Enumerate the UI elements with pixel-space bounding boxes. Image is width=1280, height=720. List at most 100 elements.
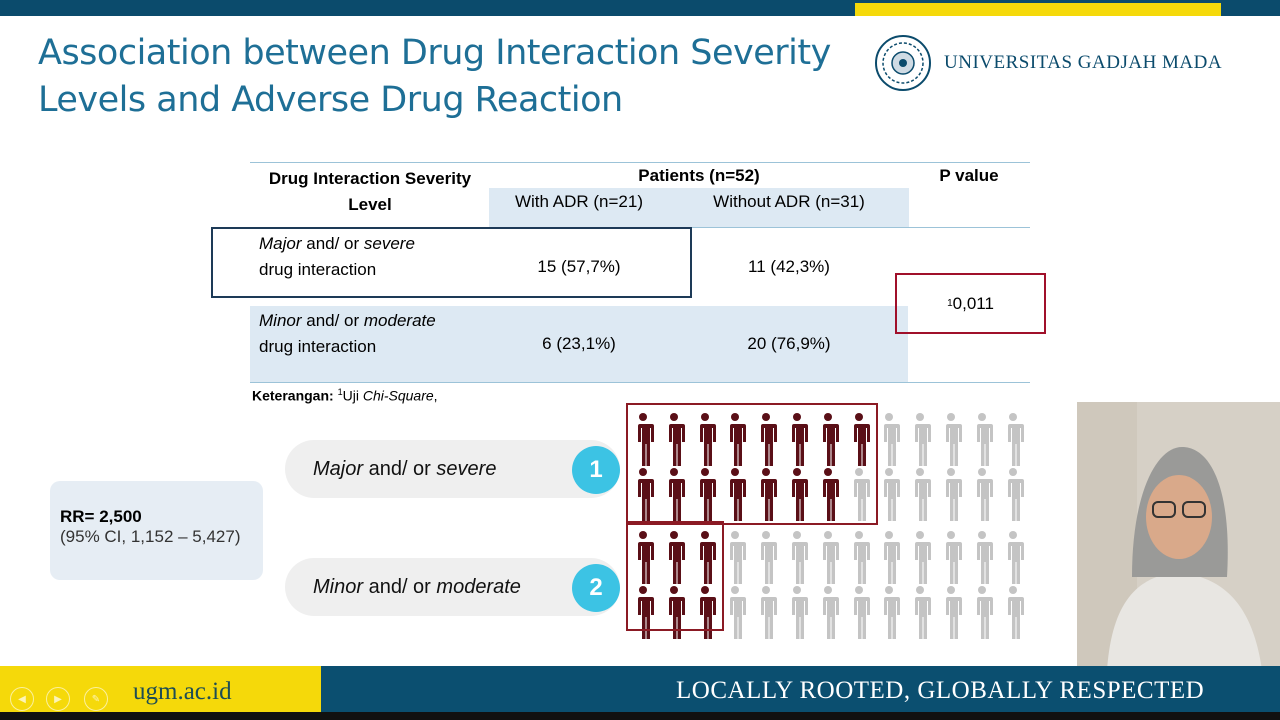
university-name: UNIVERSITAS GADJAH MADA: [944, 52, 1223, 73]
person-without-adr-icon: [818, 531, 839, 584]
number-badge-1: 1: [572, 446, 620, 494]
person-without-adr-icon: [972, 413, 993, 466]
person-with-adr-icon: [726, 468, 747, 521]
person-with-adr-icon: [818, 468, 839, 521]
person-with-adr-icon: [664, 531, 685, 584]
person-with-adr-icon: [695, 531, 716, 584]
person-without-adr-icon: [1003, 586, 1024, 639]
person-without-adr-icon: [880, 531, 901, 584]
title-line-2: Levels and Adverse Drug Reaction: [38, 80, 623, 120]
person-without-adr-icon: [942, 586, 962, 639]
highlight-box-major: [211, 227, 692, 298]
person-with-adr-icon: [634, 586, 654, 639]
relative-risk-box: RR= 2,500 (95% CI, 1,152 – 5,427): [50, 481, 263, 580]
note-sup: 1: [337, 387, 343, 397]
cell-major-with-adr: 15 (57,7%): [537, 257, 621, 276]
person-without-adr-icon: [1003, 413, 1024, 466]
person-without-adr-icon: [1003, 468, 1024, 521]
person-with-adr-icon: [664, 468, 685, 521]
person-with-adr-icon: [634, 531, 654, 584]
pen-tool-icon[interactable]: ✎: [84, 687, 108, 711]
footer-navy: [321, 666, 1280, 720]
with-adr-frame: [626, 521, 725, 631]
slide-title: Association between Drug Interaction Sev…: [38, 30, 831, 124]
person-without-adr-icon: [726, 586, 747, 639]
person-with-adr-icon: [788, 468, 808, 521]
col-header-pvalue: P value: [939, 166, 999, 185]
person-with-adr-icon: [664, 413, 685, 466]
person-with-adr-icon: [757, 468, 778, 521]
footer-motto: LOCALLY ROOTED, GLOBALLY RESPECTED: [676, 677, 1205, 704]
person-without-adr-icon: [849, 586, 870, 639]
pvalue-cell: 1 0,011: [895, 273, 1046, 334]
rr-value: RR= 2,500: [60, 507, 142, 526]
subheader-bg: [489, 188, 909, 227]
person-with-adr-icon: [726, 413, 747, 466]
person-without-adr-icon: [942, 413, 962, 466]
rr-ci: (95% CI, 1,152 – 5,427): [60, 527, 241, 546]
col-header-with-adr: With ADR (n=21): [514, 192, 643, 211]
person-without-adr-icon: [880, 468, 901, 521]
cell-minor-with-adr: 6 (23,1%): [542, 334, 616, 353]
label-italic: Minor: [313, 575, 364, 598]
pvalue-footnote-mark: 1: [947, 298, 953, 309]
note-text: Uji: [342, 387, 363, 404]
next-slide-icon[interactable]: ▶: [46, 687, 70, 711]
label-text: drug interaction: [259, 337, 377, 356]
person-with-adr-icon: [634, 468, 654, 521]
person-without-adr-icon: [726, 531, 747, 584]
person-without-adr-icon: [1003, 531, 1024, 584]
label-italic: moderate: [436, 575, 521, 598]
table-note: Keterangan: 1Uji Chi-Square,: [252, 387, 438, 404]
ugm-seal-icon: [875, 35, 931, 91]
person-without-adr-icon: [911, 531, 932, 584]
row-2-bg: [250, 306, 908, 382]
col-header-severity: Drug Interaction Severity Level: [250, 166, 490, 218]
cell-minor-without-adr: 20 (76,9%): [747, 334, 831, 353]
person-with-adr-icon: [695, 586, 716, 639]
label-text: and/ or: [301, 234, 364, 253]
person-with-adr-icon: [757, 413, 778, 466]
person-without-adr-icon: [849, 531, 870, 584]
person-without-adr-icon: [911, 586, 932, 639]
person-without-adr-icon: [880, 586, 901, 639]
footer-website: ugm.ac.id: [133, 678, 232, 705]
university-logo: UNIVERSITAS GADJAH MADA: [874, 34, 1222, 92]
label-text: drug interaction: [259, 260, 377, 279]
person-with-adr-icon: [788, 413, 808, 466]
top-bar-accent: [855, 3, 1221, 16]
person-without-adr-icon: [942, 531, 962, 584]
pictogram-label-minor: Minor and/ or moderate: [285, 558, 620, 616]
number-badge-2: 2: [572, 564, 620, 612]
pvalue-text: 0,011: [952, 293, 994, 313]
person-with-adr-icon: [634, 413, 654, 466]
row-label-major: Major and/ or severe drug interaction: [259, 231, 415, 283]
col-header-without-adr: Without ADR (n=31): [713, 192, 865, 211]
person-with-adr-icon: [695, 413, 716, 466]
prev-slide-icon[interactable]: ◀: [10, 687, 34, 711]
video-bottom-edge: [0, 712, 1280, 720]
label-italic: Major: [259, 234, 302, 253]
person-without-adr-icon: [911, 413, 932, 466]
person-with-adr-icon: [818, 413, 839, 466]
person-without-adr-icon: [788, 531, 808, 584]
note-label: Keterangan:: [252, 387, 334, 404]
note-italic: Chi-Square: [362, 387, 434, 404]
person-with-adr-icon: [695, 468, 716, 521]
label-italic: moderate: [363, 311, 436, 330]
person-without-adr-icon: [911, 468, 932, 521]
person-without-adr-icon: [972, 468, 993, 521]
label-text: and/ or: [301, 311, 364, 330]
person-without-adr-icon: [757, 586, 778, 639]
person-without-adr-icon: [788, 586, 808, 639]
col-header-patients: Patients (n=52): [638, 166, 760, 185]
person-with-adr-icon: [664, 586, 685, 639]
label-italic: severe: [436, 457, 497, 480]
label-text: and/ or: [363, 575, 437, 598]
header-text: Level: [348, 195, 392, 214]
header-text: Drug Interaction Severity: [268, 169, 472, 188]
row-label-minor: Minor and/ or moderate drug interaction: [259, 308, 436, 360]
with-adr-frame: [626, 403, 879, 525]
person-without-adr-icon: [818, 586, 839, 639]
person-without-adr-icon: [849, 468, 870, 521]
